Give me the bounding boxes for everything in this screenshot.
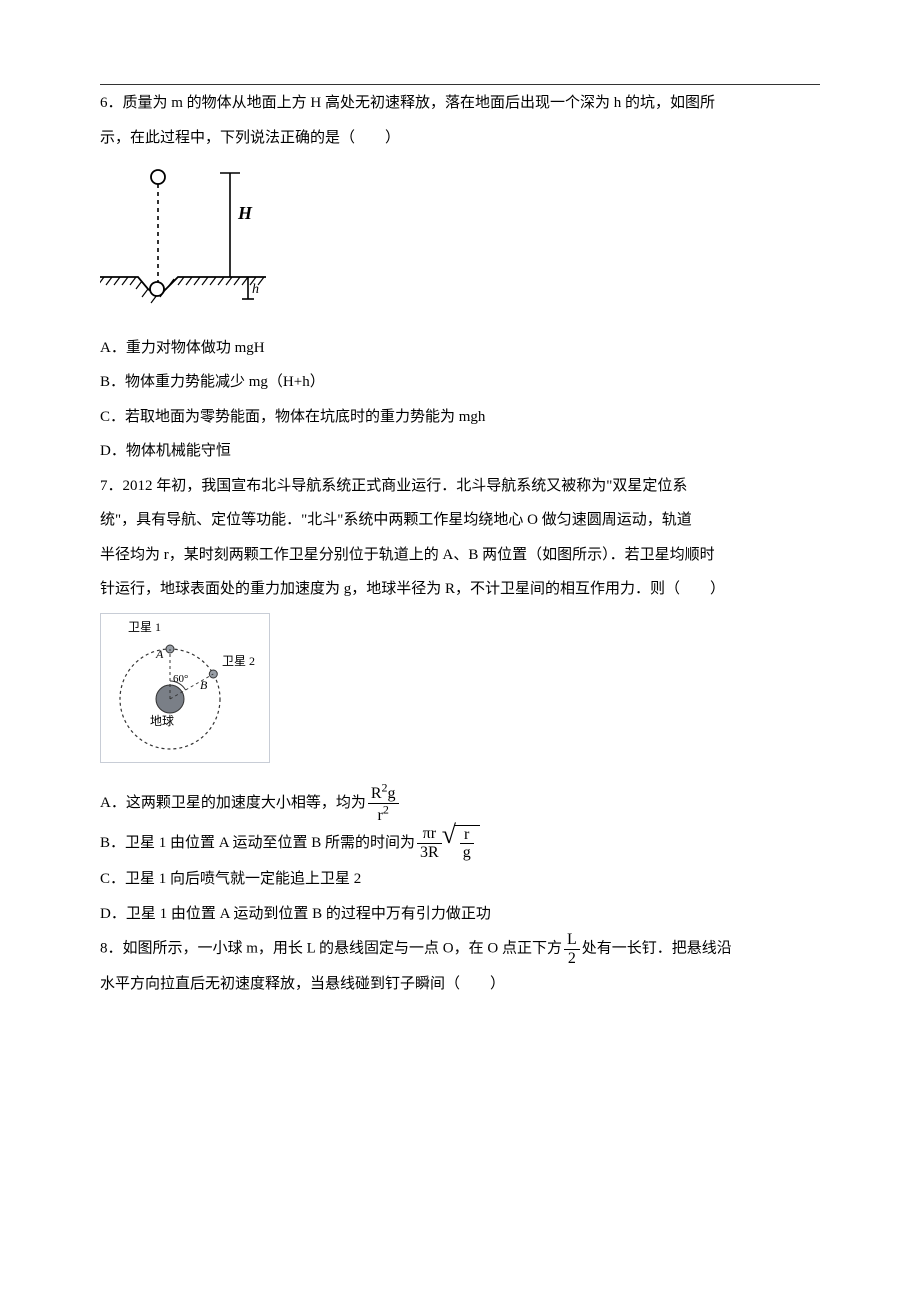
ball-top xyxy=(151,170,165,184)
q6-stem-line1: 6．质量为 m 的物体从地面上方 H 高处无初速释放，落在地面后出现一个深为 h… xyxy=(100,86,820,121)
figure-border xyxy=(101,613,270,762)
page: 6．质量为 m 的物体从地面上方 H 高处无初速释放，落在地面后出现一个深为 h… xyxy=(0,0,920,1062)
q7-optA-prefix: A．这两颗卫星的加速度大小相等，均为 xyxy=(100,795,366,811)
q8-stem-a-suffix: 处有一长钉．把悬线沿 xyxy=(582,941,732,957)
q7-stem-line3: 半径均为 r，某时刻两颗工作卫星分别位于轨道上的 A、B 两位置（如图所示）．若… xyxy=(100,538,820,573)
q7-stem-line1: 7．2012 年初，我国宣布北斗导航系统正式商业运行．北斗导航系统又被称为"双星… xyxy=(100,469,820,504)
q7-optB-sqrt: √rg xyxy=(444,825,480,862)
q7-option-b: B．卫星 1 由位置 A 运动至位置 B 所需的时间为πr3R√rg xyxy=(100,825,820,862)
q6-figure-svg: H h xyxy=(100,161,266,311)
q7-optB-prefix: B．卫星 1 由位置 A 运动至位置 B 所需的时间为 xyxy=(100,835,415,851)
q7-option-d: D．卫星 1 由位置 A 运动到位置 B 的过程中万有引力做正功 xyxy=(100,897,820,932)
q7-optB-fraction: πr3R xyxy=(417,825,442,861)
q6-figure: H h xyxy=(100,161,820,325)
label-sat2: 卫星 2 xyxy=(222,654,255,668)
label-A: A xyxy=(155,647,164,661)
ball-bottom xyxy=(150,282,164,296)
q7-figure-svg: 卫星 1 卫星 2 A B 60° 地球 xyxy=(100,613,270,763)
label-B: B xyxy=(200,678,208,692)
q7-figure: 卫星 1 卫星 2 A B 60° 地球 xyxy=(100,613,820,777)
q8-stem-line1: 8．如图所示，一小球 m，用长 L 的悬线固定与一点 O，在 O 点正下方L2处… xyxy=(100,931,820,967)
q7-option-a: A．这两颗卫星的加速度大小相等，均为R2gr2 xyxy=(100,782,820,825)
q6-option-a: A．重力对物体做功 mgH xyxy=(100,331,820,366)
q8-stem-line2: 水平方向拉直后无初速度释放，当悬线碰到钉子瞬间（ ） xyxy=(100,967,820,1002)
q6-stem-line2: 示，在此过程中，下列说法正确的是（ ） xyxy=(100,121,820,156)
H-label: H xyxy=(237,203,253,223)
page-top-rule xyxy=(100,84,820,85)
q7-optA-fraction: R2gr2 xyxy=(368,782,399,825)
q7-stem-line2: 统"，具有导航、定位等功能．"北斗"系统中两颗工作星均绕地心 O 做匀速圆周运动… xyxy=(100,503,820,538)
q7-option-c: C．卫星 1 向后喷气就一定能追上卫星 2 xyxy=(100,862,820,897)
label-earth: 地球 xyxy=(150,714,174,728)
label-sat1: 卫星 1 xyxy=(128,620,161,634)
label-angle: 60° xyxy=(173,673,188,685)
q6-option-b: B．物体重力势能减少 mg（H+h） xyxy=(100,365,820,400)
q8-stem-a-prefix: 8．如图所示，一小球 m，用长 L 的悬线固定与一点 O，在 O 点正下方 xyxy=(100,941,562,957)
q8-frac: L2 xyxy=(564,931,580,967)
q6-option-d: D．物体机械能守恒 xyxy=(100,434,820,469)
h-label: h xyxy=(252,282,259,297)
q6-option-c: C．若取地面为零势能面，物体在坑底时的重力势能为 mgh xyxy=(100,400,820,435)
ground-hatch-left xyxy=(100,277,136,285)
q7-stem-line4: 针运行，地球表面处的重力加速度为 g，地球半径为 R，不计卫星间的相互作用力．则… xyxy=(100,572,820,607)
